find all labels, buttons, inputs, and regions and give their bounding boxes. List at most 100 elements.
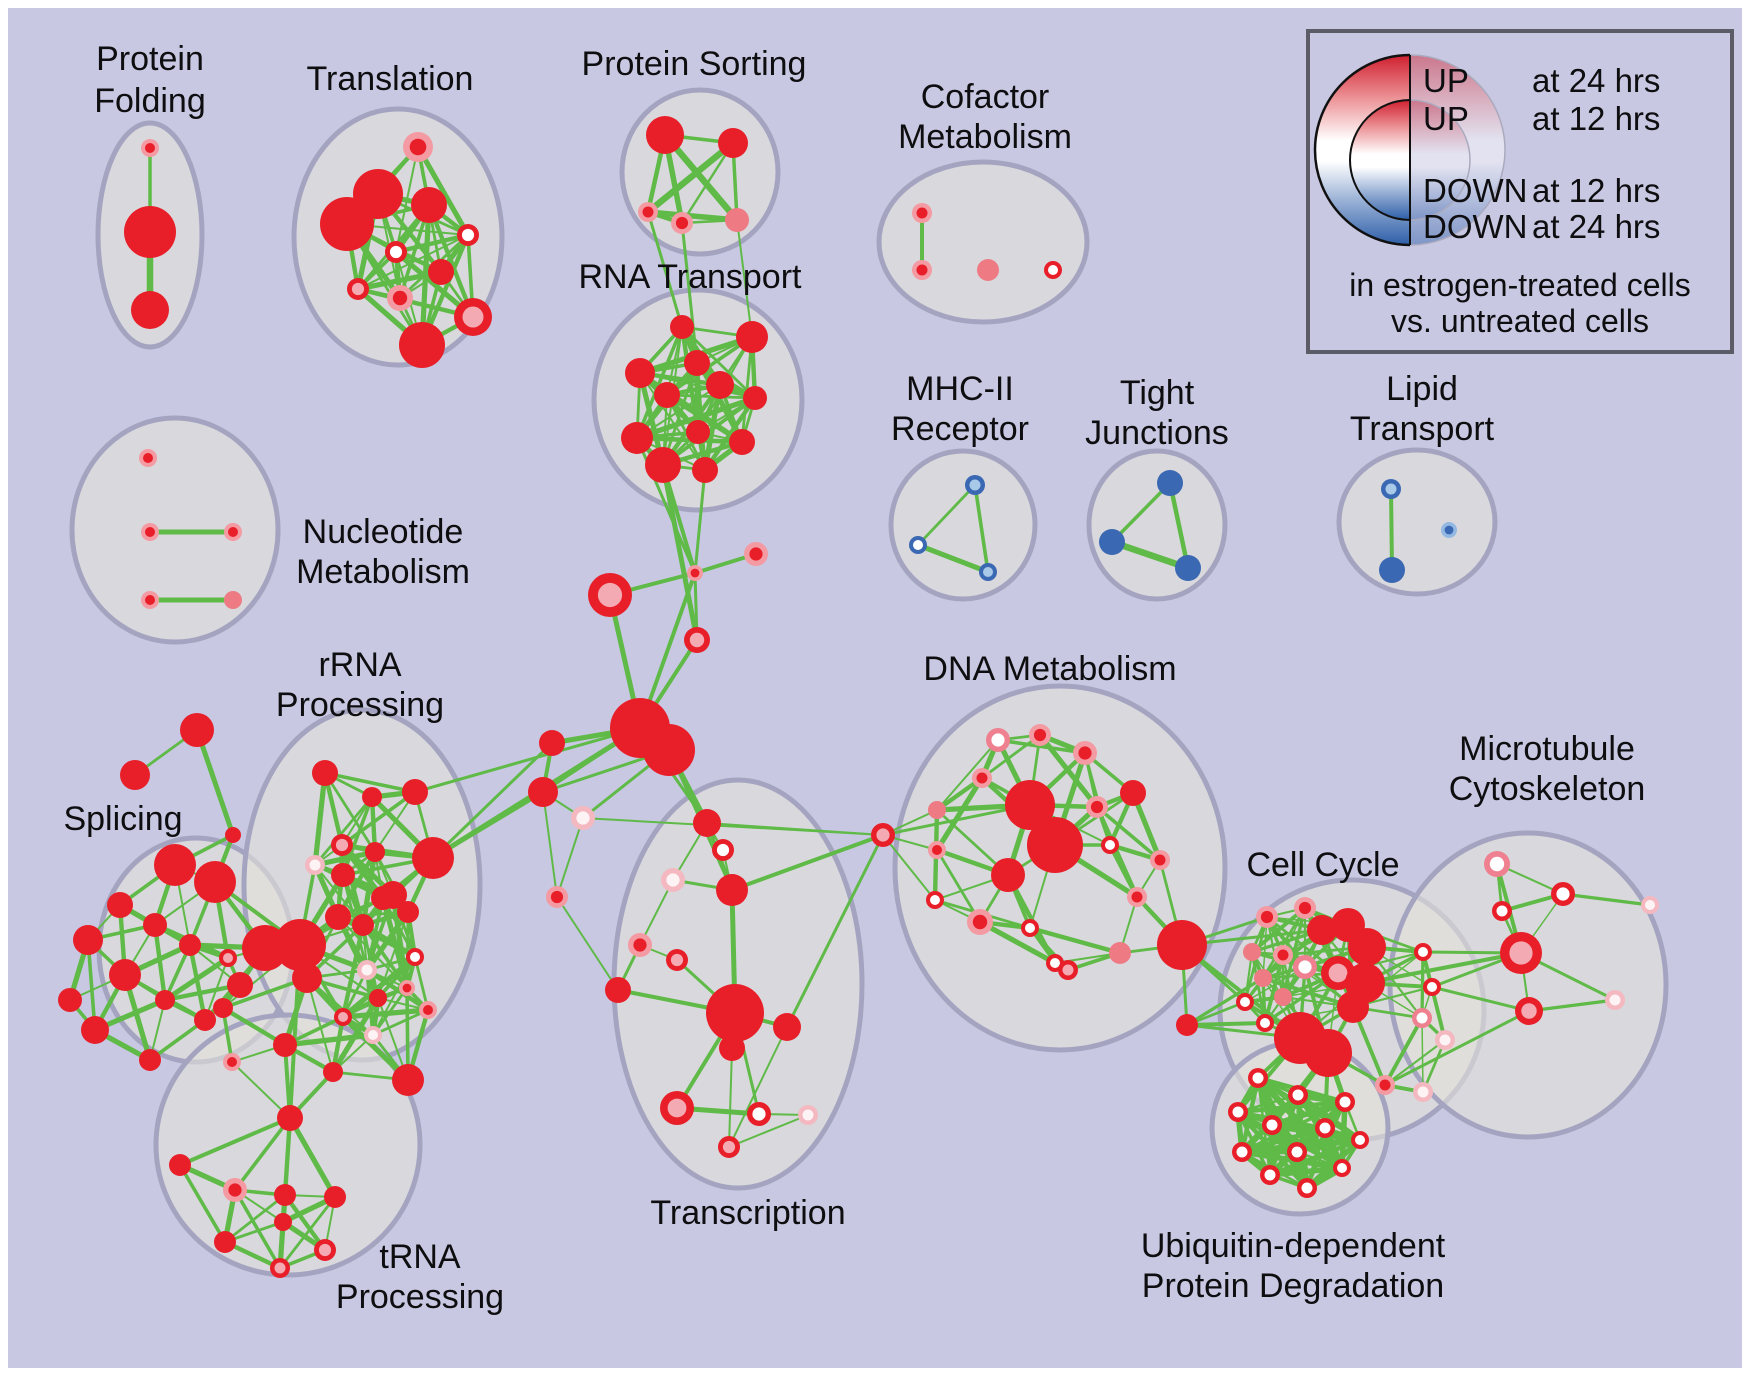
cluster-label-mhc-ii-receptor-line1: Receptor [891, 410, 1029, 448]
node-rna-transport-11 [692, 457, 718, 483]
node-rrna-processing-18 [402, 983, 412, 993]
cluster-label-microtubule-cytoskeleton-line0: Microtubule [1459, 730, 1635, 768]
node-splicing-11 [109, 959, 141, 991]
node-rna-transport-8 [686, 420, 710, 444]
legend-time-3: at 24 hrs [1532, 208, 1660, 245]
cluster-label-dna-metabolism-line0: DNA Metabolism [923, 650, 1176, 688]
node-dna-metabolism-15 [1025, 923, 1035, 933]
edge-rrna-processing [340, 954, 418, 1020]
node-splicing-7 [143, 913, 167, 937]
node-transcription-12 [802, 1109, 814, 1121]
node-rrna-processing-23 [227, 1057, 237, 1067]
edge-rrna-processing [372, 956, 416, 1036]
edge-cell-cycle [1383, 1016, 1424, 1087]
node-rrna-processing-17 [369, 989, 387, 1007]
edge-rna-transport-connectors [693, 468, 707, 575]
node-connectors-6 [539, 730, 565, 756]
edge-microtubule-cytoskeleton [1561, 892, 1652, 907]
edge-dna-metabolism [996, 738, 1087, 755]
node-ubiquitin-degradation-4 [1266, 1119, 1278, 1131]
node-translation-5 [389, 245, 403, 259]
edge-connectors-transcription [730, 833, 885, 892]
edge-cell-cycle [1185, 1021, 1267, 1027]
edge-rna-transport [634, 395, 758, 441]
edge-connectors-rrna-processing [413, 726, 642, 794]
node-mhc-ii-receptor-1 [913, 540, 923, 550]
node-trna-processing-7 [318, 1243, 332, 1257]
node-transcription-11 [752, 1107, 766, 1121]
node-protein-folding-1 [124, 206, 176, 258]
edge-rrna-processing [380, 895, 410, 991]
edge-translation [415, 144, 471, 238]
cluster-label-rrna-processing-line1: Processing [276, 686, 444, 724]
cluster-label-protein-folding-line1: Folding [94, 82, 206, 120]
node-splicing-2 [225, 827, 241, 843]
cluster-label-tight-junctions-line0: Tight [1120, 374, 1195, 412]
node-cell-cycle-5 [1254, 969, 1272, 987]
node-dna-metabolism-18 [1109, 942, 1131, 964]
cluster-label-lipid-transport-line1: Transport [1350, 410, 1495, 448]
legend-right-half-fade [1410, 42, 1518, 268]
node-transcription-1 [716, 843, 730, 857]
node-cell-cycle-3 [1277, 949, 1289, 961]
node-cell-cycle-0 [1260, 910, 1274, 924]
edge-cell-cycle [1250, 906, 1307, 954]
node-dna-metabolism-3 [1120, 780, 1146, 806]
edge-rrna-processing [340, 1007, 431, 1020]
cluster-label-ubiquitin-degradation-line0: Ubiquitin-dependent [1141, 1227, 1446, 1265]
node-transcription-0 [693, 809, 721, 837]
edge-protein-sorting [644, 139, 737, 216]
node-rna-transport-3 [684, 350, 710, 376]
node-cell-cycle-22 [1417, 1086, 1429, 1098]
edge-trna-processing [233, 1116, 292, 1192]
node-splicing-12 [227, 972, 253, 998]
node-splicing-10 [223, 953, 233, 963]
node-dna-metabolism-9 [1005, 780, 1055, 830]
cluster-label-transcription-line0: Transcription [650, 1194, 845, 1232]
cluster-label-cofactor-metabolism-line0: Cofactor [921, 78, 1050, 116]
node-trna-processing-0 [277, 1105, 303, 1131]
node-protein-sorting-1 [718, 128, 748, 158]
node-cofactor-metabolism-0 [916, 207, 928, 219]
node-splicing-4 [194, 861, 236, 903]
legend-footer-line0: in estrogen-treated cells [1349, 267, 1691, 303]
node-dna-metabolism-20 [1157, 920, 1207, 970]
node-ubiquitin-degradation-7 [1236, 1146, 1248, 1158]
cluster-label-trna-processing-line1: Processing [336, 1278, 504, 1316]
cluster-label-lipid-transport-line0: Lipid [1386, 370, 1458, 408]
edge-transcription-transcription [728, 1114, 809, 1148]
node-cell-cycle-1 [1298, 901, 1312, 915]
edge-connectors-rrna-processing [431, 741, 554, 860]
node-protein-sorting-2 [642, 206, 654, 218]
edge-dna-metabolism [936, 739, 999, 811]
node-tight-junctions-1 [1099, 529, 1125, 555]
node-rrna-processing-15 [410, 952, 420, 962]
node-dna-metabolism-1 [1033, 728, 1047, 742]
node-connectors-5 [643, 724, 695, 776]
node-rna-transport-1 [736, 321, 768, 353]
edge-mhc-ii-receptor [915, 542, 991, 575]
node-translation-9 [462, 306, 484, 328]
node-rrna-processing-26 [392, 1064, 424, 1096]
cluster-ellipse-lipid-transport [1336, 447, 1498, 597]
node-dna-metabolism-6 [932, 845, 942, 855]
node-ubiquitin-degradation-3 [1232, 1106, 1244, 1118]
edge-rrna-processing [323, 771, 417, 794]
node-dna-metabolism-5 [928, 801, 946, 819]
node-protein-sorting-4 [725, 208, 749, 232]
node-mhc-ii-receptor-2 [983, 567, 993, 577]
edge-splicing-splicing [194, 727, 236, 838]
edge-dna-metabolism [977, 919, 1058, 966]
node-dna-metabolism-17 [1062, 964, 1074, 976]
cluster-label-nucleotide-metabolism-line1: Metabolism [296, 553, 470, 591]
edge-trna-processing [233, 1188, 282, 1270]
node-microtubule-cytoskeleton-6 [1645, 900, 1655, 910]
edge-rrna-processing [413, 955, 430, 1012]
node-splicing-1 [120, 760, 150, 790]
node-nucleotide-metabolism-3 [145, 595, 155, 605]
node-microtubule-cytoskeleton-1 [1556, 887, 1570, 901]
node-rrna-processing-19 [338, 1012, 348, 1022]
labels-layer: Protein Folding Translation Protein Sorting… [63, 40, 1645, 1316]
edge-cell-cycle [1421, 1017, 1424, 1093]
edge-rrna-processing [220, 1005, 288, 1048]
